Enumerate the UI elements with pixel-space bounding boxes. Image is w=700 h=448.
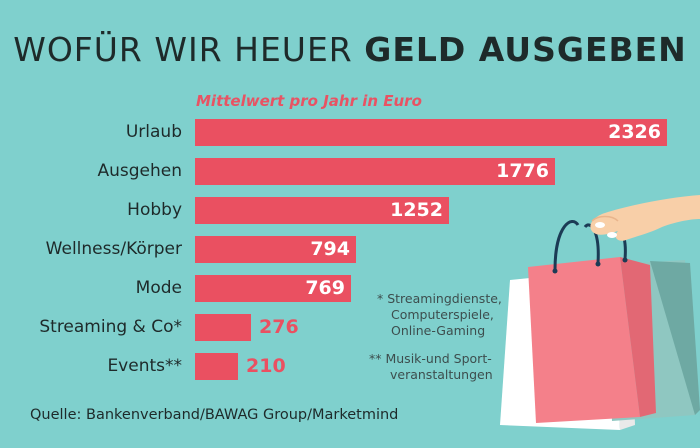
value-label: 276 bbox=[259, 316, 299, 338]
value-label: 1252 bbox=[390, 199, 443, 221]
footnote-events: ** Musik-und Sport- veranstaltungen bbox=[369, 351, 493, 383]
value-label: 794 bbox=[310, 238, 350, 260]
footnote-line: veranstaltungen bbox=[390, 367, 493, 382]
bar bbox=[195, 353, 238, 380]
bar bbox=[195, 119, 667, 146]
value-label: 1776 bbox=[496, 160, 549, 182]
footnote-line: * Streamingdienste, bbox=[377, 291, 502, 306]
chart-title: WOFÜR WIR HEUER GELD AUSGEBEN bbox=[0, 30, 700, 69]
chart-subtitle: Mittelwert pro Jahr in Euro bbox=[196, 92, 422, 110]
category-label: Hobby bbox=[127, 200, 182, 220]
footnote-line: ** Musik-und Sport- bbox=[369, 351, 492, 366]
value-label: 769 bbox=[305, 277, 345, 299]
footnote-line: Computerspiele, bbox=[391, 307, 494, 322]
bar bbox=[195, 236, 356, 263]
category-label: Streaming & Co* bbox=[39, 317, 182, 337]
category-label: Ausgehen bbox=[97, 161, 182, 181]
bar bbox=[195, 314, 251, 341]
shopping-bags-icon bbox=[500, 195, 700, 430]
footnote-line: Online-Gaming bbox=[391, 323, 486, 338]
category-label: Events** bbox=[107, 356, 182, 376]
value-label: 210 bbox=[246, 355, 286, 377]
category-label: Mode bbox=[135, 278, 182, 298]
bar bbox=[195, 158, 555, 185]
category-label: Urlaub bbox=[125, 122, 182, 142]
value-label: 2326 bbox=[608, 121, 661, 143]
title-part-2: GELD AUSGEBEN bbox=[364, 30, 687, 69]
bar bbox=[195, 275, 351, 302]
category-label: Wellness/Körper bbox=[45, 239, 182, 259]
bar bbox=[195, 197, 449, 224]
footnote-streaming: * Streamingdienste, Computerspiele, Onli… bbox=[377, 291, 502, 339]
source-note: Quelle: Bankenverband/BAWAG Group/Market… bbox=[30, 407, 399, 423]
title-part-1: WOFÜR WIR HEUER bbox=[13, 30, 353, 69]
